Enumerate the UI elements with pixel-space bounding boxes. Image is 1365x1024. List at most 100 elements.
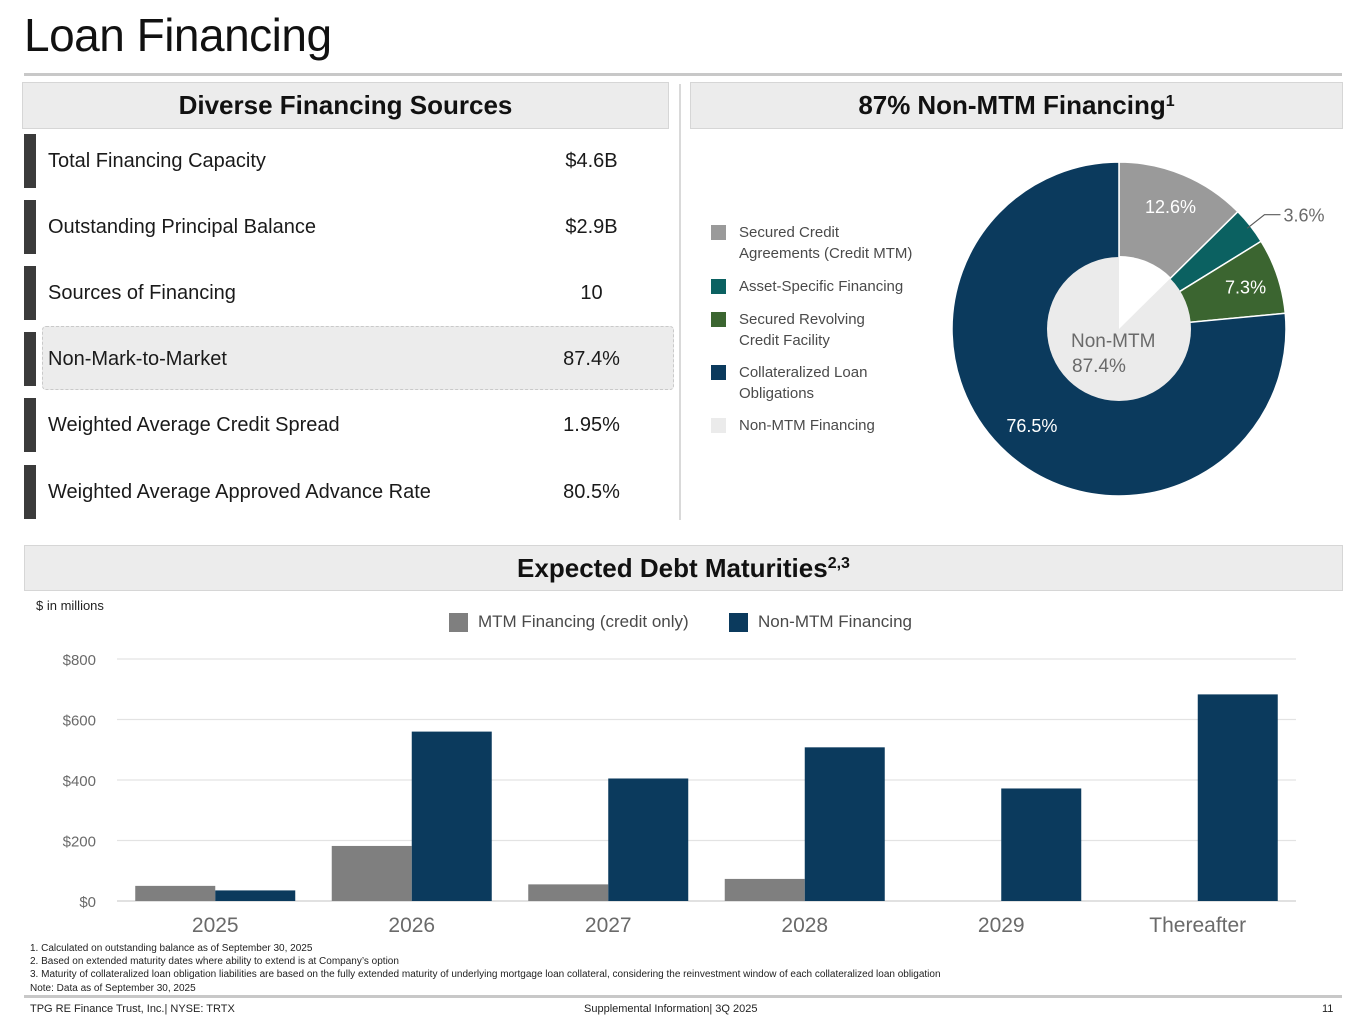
legend-label: Non-MTM Financing [739,417,875,434]
legend-swatch [729,612,748,632]
footnote: Note: Data as of September 30, 2025 [30,982,196,994]
legend-label: Secured Revolving Credit Facility [739,311,865,349]
bar-non-mtm [804,747,885,901]
legend-label: Asset-Specific Financing [739,278,904,295]
legend-label: MTM Financing (credit only) [478,612,689,631]
debt-maturities-header-text: Expected Debt Maturities [517,552,828,583]
legend-swatch [711,365,726,380]
legend-swatch [711,312,726,327]
metric-label: Weighted Average Credit Spread [48,413,340,436]
metric-label: Total Financing Capacity [48,149,266,172]
footnote-ref: 1 [1165,92,1175,110]
non-mtm-header-pct: 87% [858,90,911,120]
pie-slice-label: 3.6% [1283,206,1324,226]
bar-non-mtm [1001,788,1082,901]
footnotes: 1. Calculated on outstanding balance as … [30,942,941,995]
row-marker [24,200,36,254]
metric-label: Weighted Average Approved Advance Rate [48,480,431,503]
vertical-divider [679,84,681,520]
legend-swatch [711,279,726,294]
legend-swatch [449,612,468,632]
metric-row: Total Financing Capacity $4.6B [24,134,674,188]
legend-swatch [711,418,726,433]
row-marker [24,134,36,188]
bar-mtm [135,885,216,901]
bar-legend-non-mtm: Non-MTM Financing [729,612,912,632]
footnote: 1. Calculated on outstanding balance as … [30,943,313,954]
pie-label-leader [1246,214,1281,229]
footer-divider [24,995,1342,998]
donut-center-label: Non-MTM [1071,331,1155,352]
metric-label: Sources of Financing [48,281,236,304]
x-tick-label: 2025 [192,914,239,937]
legend-item: Secured Revolving Credit Facility [711,309,865,351]
pie-slice-label: 76.5% [1006,416,1057,436]
bar-legend-mtm: MTM Financing (credit only) [449,612,689,632]
x-tick-label: 2027 [585,914,632,937]
metric-row: Weighted Average Approved Advance Rate 8… [24,465,674,519]
page-title: Loan Financing [24,9,332,61]
metric-row: Outstanding Principal Balance $2.9B [24,200,674,254]
metric-label: Non-Mark-to-Market [48,347,227,370]
metric-value: 1.95% [563,413,620,436]
pie-slice [1118,161,1239,331]
y-tick-label: $200 [63,834,96,851]
x-tick-label: Thereafter [1149,914,1246,937]
legend-item: Secured Credit Agreements (Credit MTM) [711,222,912,264]
donut-hole [1047,257,1191,401]
x-tick-label: 2026 [388,914,435,937]
metric-row: Weighted Average Credit Spread 1.95% [24,398,674,452]
highlight-box [42,326,674,390]
footnote: 3. Maturity of collateralized loan oblig… [30,969,941,981]
financing-sources-header-text: Diverse Financing Sources [178,90,513,120]
pie-slice [1118,240,1287,330]
y-tick-label: $400 [63,773,96,790]
footnote: 2. Based on extended maturity dates wher… [30,956,399,968]
metric-value: $4.6B [565,149,618,172]
footer-section: Supplemental Information| 3Q 2025 [584,1003,758,1015]
row-marker [24,332,36,386]
pie-slice [1118,210,1263,330]
pie-slice-label: 12.6% [1145,197,1196,217]
metric-value: 10 [580,281,603,304]
y-tick-label: $800 [63,652,96,669]
pie-slice-label: 7.3% [1225,278,1266,298]
financing-sources-header: Diverse Financing Sources [22,82,669,129]
bar-non-mtm [215,890,296,901]
metric-value: 87.4% [563,347,620,370]
bar-non-mtm [1197,694,1278,901]
row-marker [24,465,36,519]
pie-slice [951,161,1287,497]
non-mtm-header: 87% Non-MTM Financing 1 [690,82,1343,129]
metric-value: 80.5% [563,480,620,503]
debt-maturities-header: Expected Debt Maturities 2,3 [24,545,1343,591]
row-marker [24,266,36,320]
title-divider [24,73,1342,76]
donut-center-value: 87.4% [1072,356,1126,377]
units-note: $ in millions [36,598,104,613]
bar-non-mtm [411,731,492,901]
legend-label: Secured Credit Agreements (Credit MTM) [739,224,913,262]
metric-row-highlighted: Non-Mark-to-Market 87.4% [24,326,674,390]
y-tick-label: $600 [63,713,96,730]
page-number: 11 [1322,1003,1334,1015]
legend-item: Asset-Specific Financing [711,276,903,297]
footer-company: TPG RE Finance Trust, Inc.| NYSE: TRTX [30,1003,235,1015]
bar-mtm [724,878,805,901]
y-tick-label: $0 [79,894,96,911]
donut-hole-mtm-wedge [1119,256,1171,329]
metric-label: Outstanding Principal Balance [48,215,316,238]
metric-value: $2.9B [565,215,618,238]
legend-label: Collateralized Loan Obligations [739,364,868,402]
bar-mtm [331,845,412,901]
bar-mtm [528,884,609,901]
bar-non-mtm [608,778,689,901]
non-mtm-header-text: Non-MTM Financing [917,90,1166,120]
legend-item: Collateralized Loan Obligations [711,362,867,404]
x-tick-label: 2028 [781,914,828,937]
footnote-ref: 2,3 [827,555,850,572]
legend-swatch [711,225,726,240]
x-tick-label: 2029 [978,914,1025,937]
legend-item: Non-MTM Financing [711,415,875,436]
row-marker [24,398,36,452]
